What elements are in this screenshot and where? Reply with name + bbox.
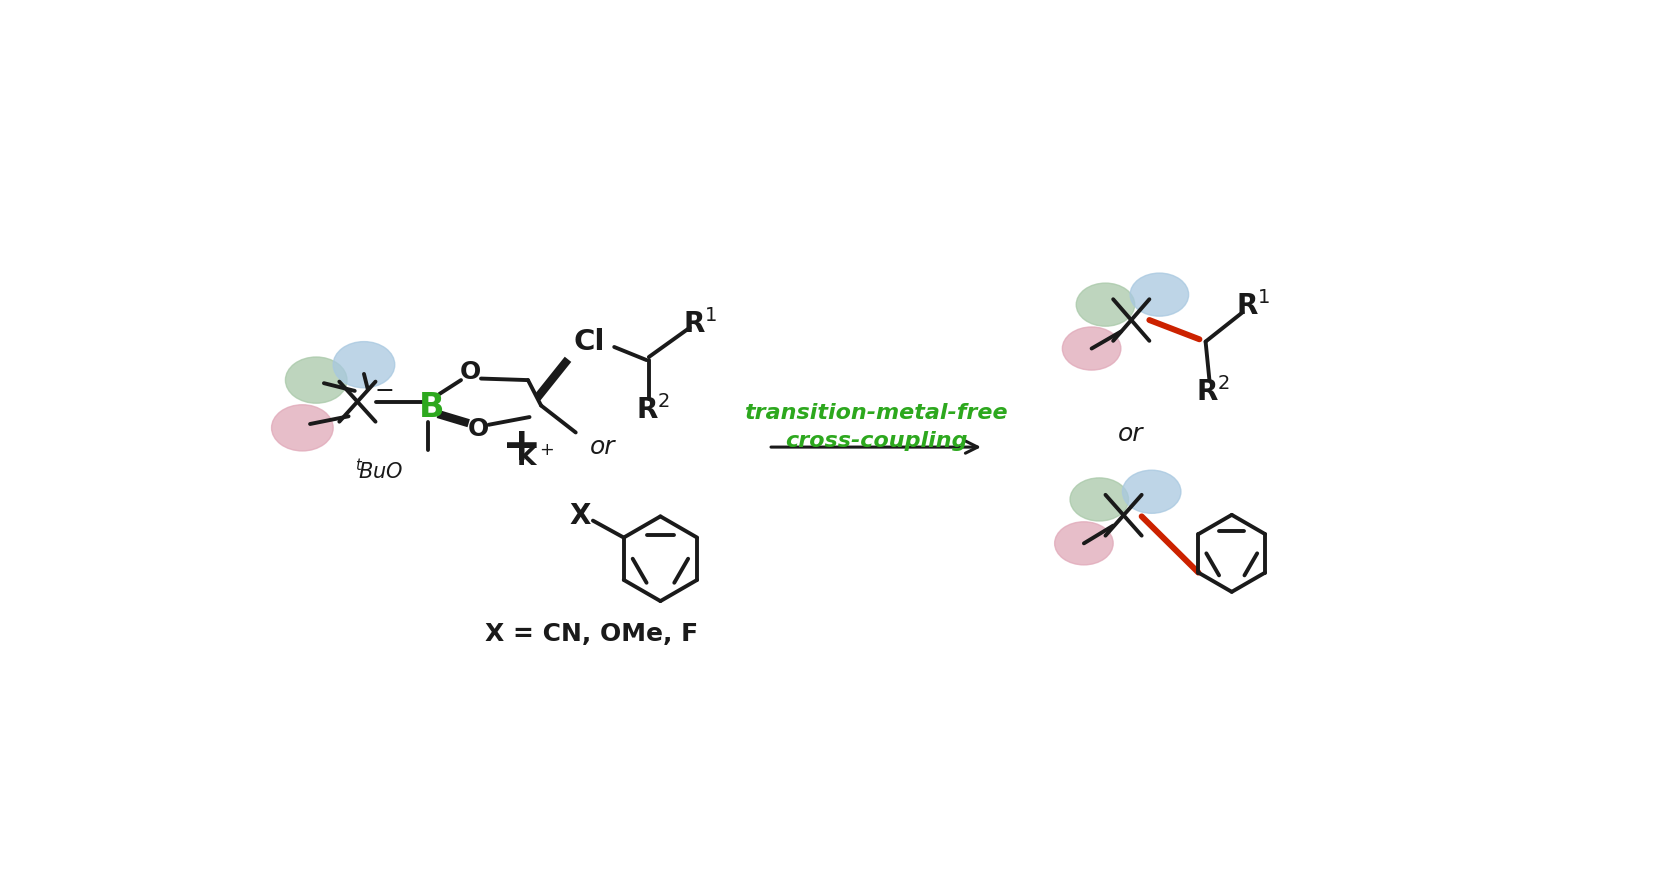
Text: R$^2$: R$^2$ xyxy=(1196,376,1231,407)
Ellipse shape xyxy=(1055,521,1114,564)
Text: +: + xyxy=(501,425,542,470)
Ellipse shape xyxy=(1122,470,1181,513)
Ellipse shape xyxy=(272,405,334,451)
Text: R$^1$: R$^1$ xyxy=(1236,291,1271,321)
Ellipse shape xyxy=(285,357,347,403)
Ellipse shape xyxy=(1070,478,1129,521)
Ellipse shape xyxy=(1077,283,1135,326)
Text: X: X xyxy=(569,502,590,530)
Text: transition-metal-free: transition-metal-free xyxy=(745,403,1008,423)
Text: or: or xyxy=(1117,422,1142,446)
Text: K$^+$: K$^+$ xyxy=(517,444,553,470)
Text: $^t\!BuO$: $^t\!BuO$ xyxy=(356,458,404,483)
Ellipse shape xyxy=(1130,273,1189,316)
Ellipse shape xyxy=(1062,327,1120,370)
Ellipse shape xyxy=(334,341,394,388)
Text: or: or xyxy=(590,435,615,459)
Text: cross-coupling: cross-coupling xyxy=(785,431,968,451)
Text: Cl: Cl xyxy=(574,328,605,356)
Text: X = CN, OMe, F: X = CN, OMe, F xyxy=(485,622,698,646)
Text: R$^2$: R$^2$ xyxy=(636,395,669,425)
Text: R$^1$: R$^1$ xyxy=(683,309,718,339)
Text: $-$: $-$ xyxy=(374,377,392,401)
Text: O: O xyxy=(459,360,481,384)
Text: B: B xyxy=(419,392,444,425)
Text: O: O xyxy=(468,418,488,442)
